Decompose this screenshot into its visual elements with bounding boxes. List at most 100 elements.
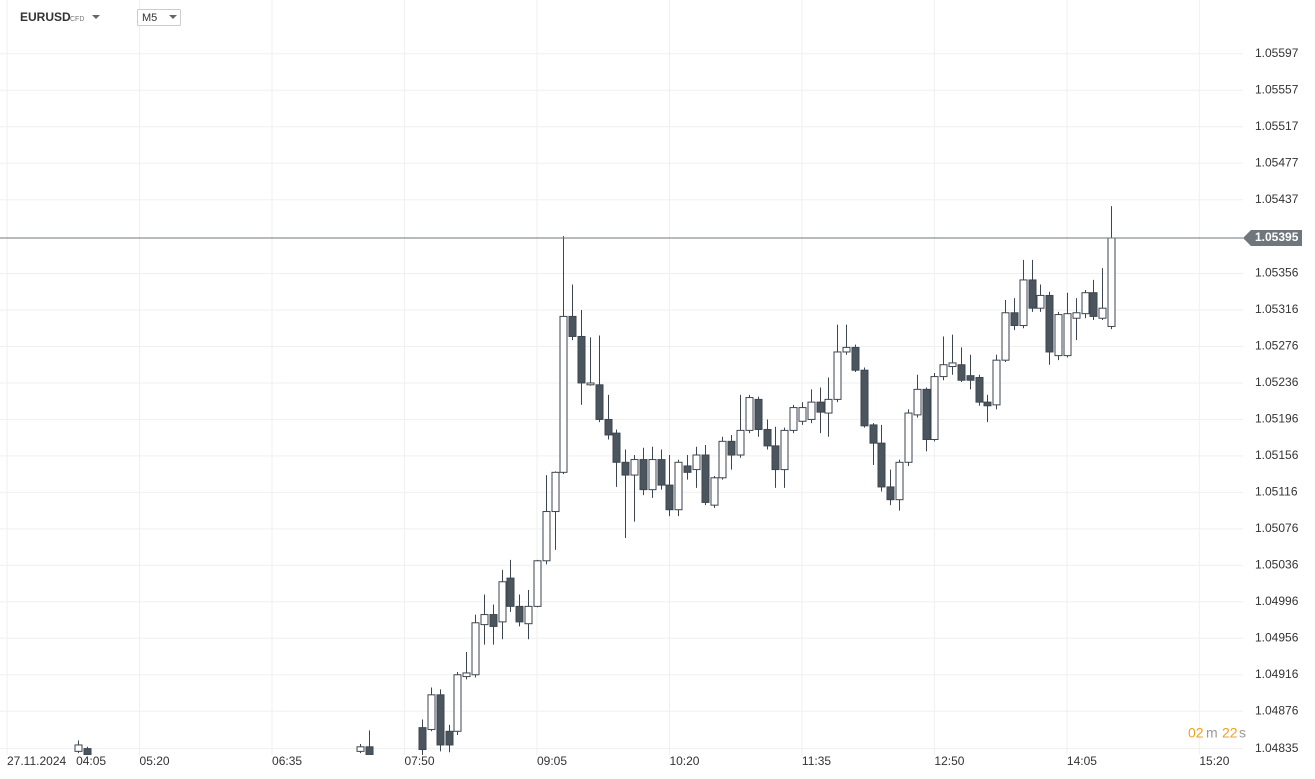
candle-body [436,694,445,746]
candle-body [957,364,966,381]
candle-body [860,369,869,427]
candle-body [754,398,763,430]
candle-body [718,440,727,479]
candle-body [568,315,577,337]
x-tick-label: 07:50 [405,754,435,768]
candle-body [922,388,931,441]
candles [74,206,1116,755]
candle-body [869,424,878,444]
grid [0,0,1243,755]
symbol-dropdown[interactable] [92,15,100,19]
date-label: 27.11.2024 [7,754,66,768]
timeframe-box[interactable] [137,9,181,26]
candle-body [533,560,542,607]
candle-body [639,459,648,491]
candle-body [763,428,772,447]
candle-body [418,727,427,751]
countdown-seconds: 22 [1222,725,1238,741]
symbol[interactable]: EURUSD [20,10,71,24]
x-tick-label: 04:05 [76,754,106,768]
x-tick-label: 05:20 [140,754,170,768]
countdown-minutes-unit: m [1206,725,1218,741]
candle-body [83,748,92,755]
candle-body [727,440,736,456]
y-tick-label: 1.04835 [1255,741,1299,755]
candle-body [674,461,683,511]
x-tick-label: 12:50 [934,754,964,768]
candle-body [771,445,780,471]
y-tick-label: 1.05116 [1255,485,1298,499]
y-tick-label: 1.04876 [1255,703,1299,717]
symbol-type: CFD [70,16,84,23]
candle-body [966,375,975,381]
y-tick-label: 1.05437 [1255,192,1299,206]
candle-body [559,315,568,473]
candle-body [1036,294,1045,309]
candle-body [515,605,524,623]
candle-body [851,346,860,371]
timeframe-dropdown[interactable] [169,15,177,19]
candle-body [710,477,719,506]
candle-body [745,397,754,431]
candle-body [365,746,374,755]
candle-body [1028,279,1037,309]
candle-body [612,432,621,463]
candle-body [1045,294,1054,353]
candle-body [427,694,436,730]
candle-body [489,614,498,627]
candle-body [551,471,560,513]
candle-body [356,746,365,752]
candle-body [789,407,798,431]
candle-body [948,362,957,368]
y-tick-label: 1.05036 [1255,558,1299,572]
candle-body [816,401,825,413]
y-tick-label: 1.05557 [1255,82,1299,96]
current-price-badge [1243,229,1302,246]
x-tick-label: 11:35 [802,754,831,768]
y-tick-label: 1.04996 [1255,594,1299,608]
candle-body [1081,292,1090,315]
candle-body [1054,314,1063,357]
candle-body [524,605,533,625]
y-tick-label: 1.04956 [1255,630,1299,644]
candle-body [506,577,515,607]
countdown-minutes: 02 [1188,725,1204,741]
candle-body [1089,292,1098,317]
candle-body [683,465,692,473]
x-tick-label: 15:20 [1199,754,1229,768]
y-tick-label: 1.05356 [1255,266,1299,280]
candle-body [665,484,674,511]
y-tick-label: 1.05276 [1255,339,1299,353]
candle-body [445,730,454,746]
candle-body [1063,313,1072,357]
y-tick-label: 1.04916 [1255,667,1299,681]
candle-body [471,622,480,676]
candle-body [842,346,851,353]
candle-body [1072,312,1081,319]
candle-body [975,377,984,403]
candle-body [886,486,895,501]
timeframe[interactable]: M5 [142,12,157,24]
candle-body [462,672,471,678]
candle-body [1001,312,1010,361]
candle-body [1107,237,1116,327]
current-price-label: 1.05395 [1255,230,1299,244]
candle-body [701,454,710,503]
candle-body [498,581,507,623]
x-tick-label: 06:35 [272,754,302,768]
axes: 1.05597 1.05557 1.05517 1.05477 1.05437 1.053… [0,46,1302,768]
candle-body [913,388,922,416]
candle-body [692,454,701,471]
candle-body [736,429,745,456]
candle-body [798,407,807,422]
y-tick-label: 1.05236 [1255,375,1299,389]
y-tick-label: 1.05597 [1255,46,1299,60]
candle-body [824,398,833,414]
candle-body [604,418,613,436]
candle-body [595,384,604,420]
candle-body [621,461,630,476]
candle-body [648,459,657,491]
y-tick-label: 1.05477 [1255,155,1299,169]
y-tick-label: 1.05076 [1255,521,1299,535]
